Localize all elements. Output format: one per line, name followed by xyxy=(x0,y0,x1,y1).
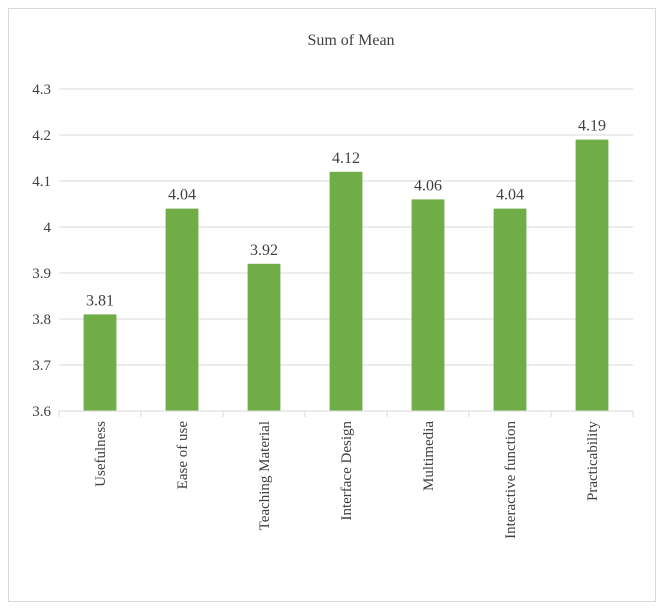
y-tick-label: 3.9 xyxy=(32,266,51,282)
x-axis xyxy=(58,410,634,417)
bars xyxy=(83,139,609,411)
y-tick-label: 4 xyxy=(44,220,52,236)
data-label: 3.81 xyxy=(86,292,114,309)
data-label: 4.04 xyxy=(496,187,524,204)
data-labels: 3.81 4.04 3.92 4.12 4.06 4.04 4.19 xyxy=(86,118,606,310)
chart-title: Sum of Mean xyxy=(307,32,394,49)
category-label: Multimedia xyxy=(421,421,437,491)
category-label: Usefulness xyxy=(93,421,109,487)
category-label: Practicability xyxy=(585,421,601,501)
bar xyxy=(83,314,117,411)
data-label: 4.12 xyxy=(332,150,360,167)
y-tick-label: 3.7 xyxy=(32,358,51,374)
bar xyxy=(575,139,609,411)
category-label: Ease of use xyxy=(175,421,191,490)
category-label: Interactive function xyxy=(503,421,519,539)
bar xyxy=(411,199,445,411)
y-tick-label: 4.1 xyxy=(32,174,51,190)
y-tick-label: 3.8 xyxy=(32,312,51,328)
data-label: 4.06 xyxy=(414,177,442,194)
bar-chart: Sum of Mean 3.6 3.7 3.8 3.9 4 4.1 4.2 4.3 3.81 4… xyxy=(32,32,634,539)
x-axis-category-labels: Usefulness Ease of use Teaching Material In… xyxy=(93,421,601,539)
category-label: Interface Design xyxy=(339,421,355,521)
y-axis-tick-labels: 3.6 3.7 3.8 3.9 4 4.1 4.2 4.3 xyxy=(32,82,51,420)
bar xyxy=(247,263,281,411)
y-tick-label: 3.6 xyxy=(32,404,51,420)
bar xyxy=(493,208,527,411)
data-label: 4.19 xyxy=(578,118,606,135)
chart-area: Sum of Mean 3.6 3.7 3.8 3.9 4 4.1 4.2 4.3 3.81 4… xyxy=(8,8,656,602)
y-tick-label: 4.3 xyxy=(32,82,51,98)
category-label: Teaching Material xyxy=(257,421,273,530)
y-tick-label: 4.2 xyxy=(32,128,51,144)
bar xyxy=(329,171,363,411)
bar xyxy=(165,208,199,411)
data-label: 4.04 xyxy=(168,187,196,204)
data-label: 3.92 xyxy=(250,242,278,259)
